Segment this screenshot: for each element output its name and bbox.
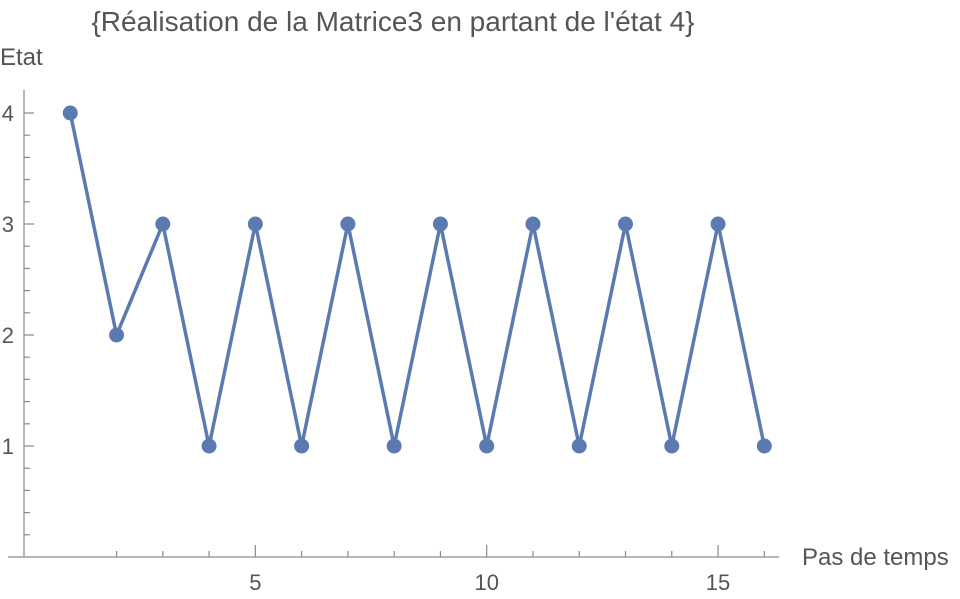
series-group <box>62 105 772 454</box>
data-point <box>432 216 448 232</box>
data-point <box>155 216 171 232</box>
data-point <box>340 216 356 232</box>
data-point <box>386 438 402 454</box>
data-point <box>664 438 680 454</box>
x-tick-label: 15 <box>706 570 730 595</box>
x-axis-label: Pas de temps <box>802 544 949 571</box>
y-tick-label: 2 <box>2 323 14 348</box>
data-point <box>247 216 263 232</box>
data-point <box>710 216 726 232</box>
y-tick-label: 1 <box>2 434 14 459</box>
data-point <box>201 438 217 454</box>
data-point <box>756 438 772 454</box>
data-point <box>294 438 310 454</box>
y-axis-label: Etat <box>0 44 43 71</box>
x-tick-label: 10 <box>474 570 498 595</box>
x-tick-label: 5 <box>249 570 261 595</box>
chart-title: {Réalisation de la Matrice3 en partant d… <box>91 6 694 37</box>
tick-labels: 5 10 15 1 2 3 4 <box>2 101 731 595</box>
data-point <box>62 105 78 121</box>
axis-ticks <box>24 112 765 557</box>
y-tick-label: 3 <box>2 212 14 237</box>
data-point <box>109 327 125 343</box>
data-point <box>525 216 541 232</box>
data-point <box>618 216 634 232</box>
data-point <box>571 438 587 454</box>
y-tick-label: 4 <box>2 101 14 126</box>
series-line <box>68 112 767 448</box>
data-point <box>479 438 495 454</box>
